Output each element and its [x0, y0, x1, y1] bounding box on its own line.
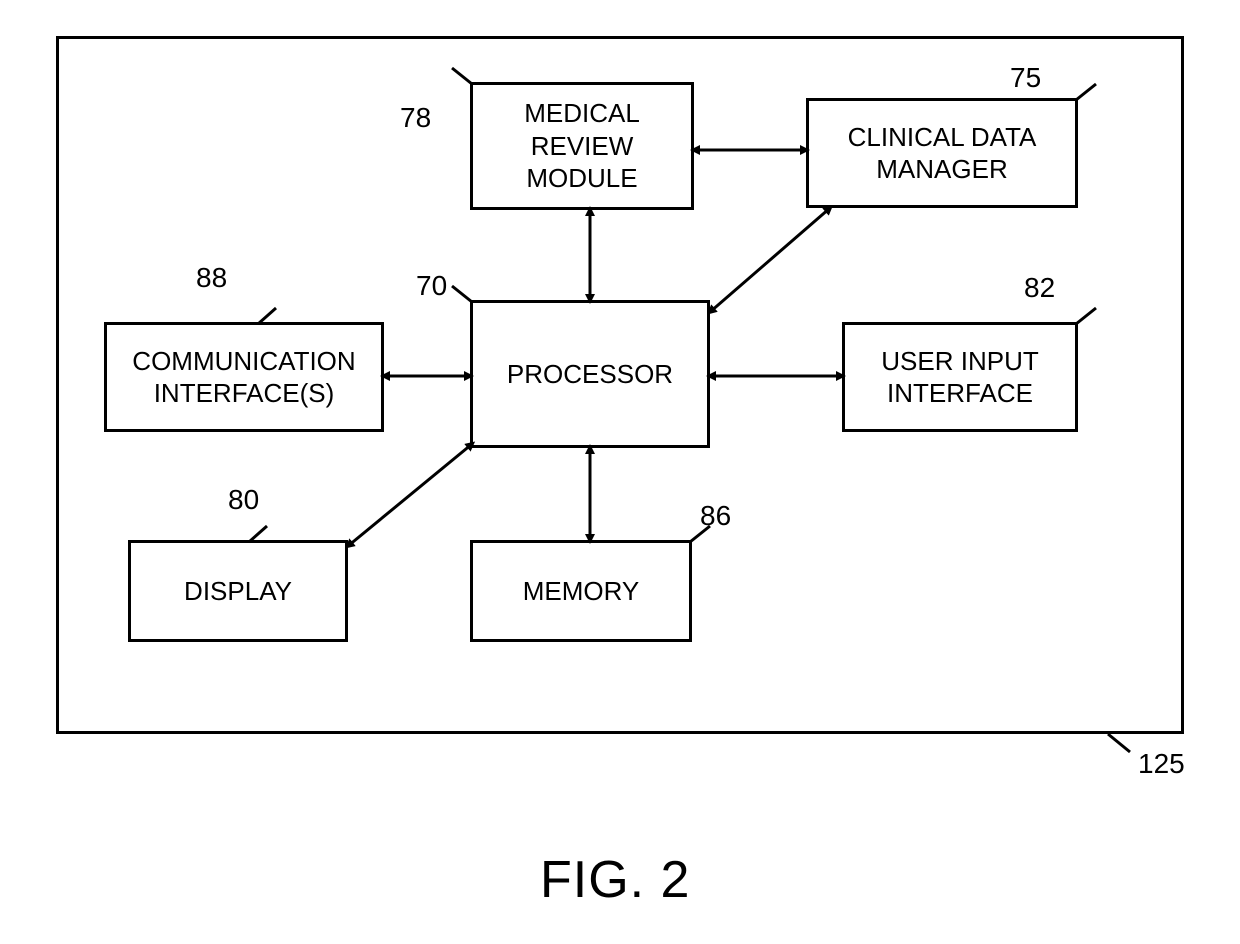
ref-label-80: 80: [228, 484, 259, 516]
node-label: MEMORY: [523, 575, 640, 608]
ref-label-86: 86: [700, 500, 731, 532]
node-processor: PROCESSOR: [470, 300, 710, 448]
node-label: PROCESSOR: [507, 358, 673, 391]
ref-label-82: 82: [1024, 272, 1055, 304]
node-communication-interface: COMMUNICATIONINTERFACE(S): [104, 322, 384, 432]
node-label: USER INPUTINTERFACE: [881, 345, 1038, 410]
ref-label-70: 70: [416, 270, 447, 302]
node-label: MEDICALREVIEWMODULE: [524, 97, 640, 195]
node-user-input-interface: USER INPUTINTERFACE: [842, 322, 1078, 432]
diagram-canvas: MEDICALREVIEWMODULE CLINICAL DATAMANAGER…: [0, 0, 1240, 944]
node-display: DISPLAY: [128, 540, 348, 642]
ref-label-78: 78: [400, 102, 431, 134]
ref-label-125: 125: [1138, 748, 1185, 780]
node-memory: MEMORY: [470, 540, 692, 642]
ref-label-75: 75: [1010, 62, 1041, 94]
ref-label-88: 88: [196, 262, 227, 294]
figure-caption: FIG. 2: [540, 850, 690, 910]
node-label: CLINICAL DATAMANAGER: [848, 121, 1037, 186]
node-label: DISPLAY: [184, 575, 292, 608]
node-clinical-data-manager: CLINICAL DATAMANAGER: [806, 98, 1078, 208]
node-label: COMMUNICATIONINTERFACE(S): [132, 345, 355, 410]
node-medical-review: MEDICALREVIEWMODULE: [470, 82, 694, 210]
